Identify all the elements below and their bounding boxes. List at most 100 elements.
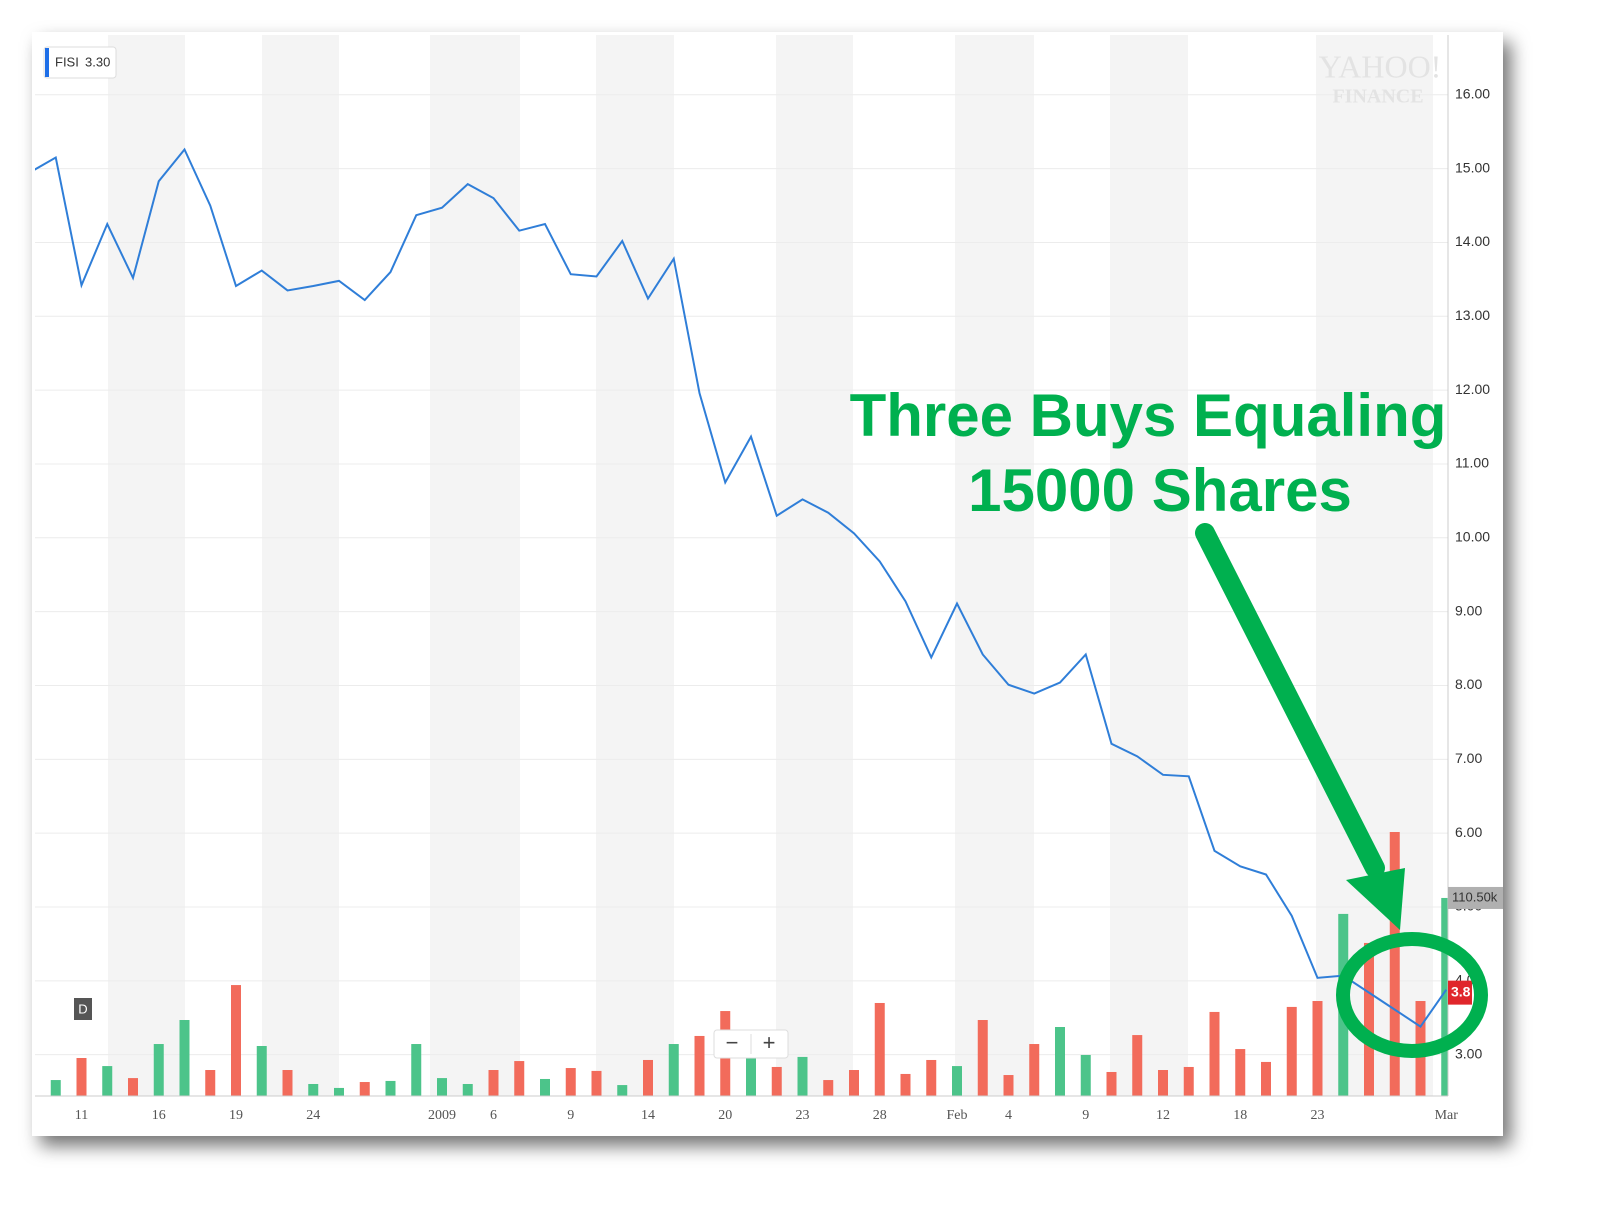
x-tick-label: Feb (947, 1108, 968, 1123)
volume-bar (282, 1070, 293, 1096)
volume-bar (385, 1080, 396, 1096)
y-tick-label: 9.00 (1455, 602, 1482, 618)
x-tick-label: 4 (1005, 1108, 1012, 1123)
stripe (955, 35, 1034, 1096)
volume-bar (977, 1020, 988, 1096)
volume-bar (617, 1085, 628, 1096)
volume-bar (1183, 1066, 1194, 1096)
stripes (108, 35, 1433, 1096)
stripe (596, 35, 674, 1096)
y-tick-label: 14.00 (1455, 233, 1490, 249)
volume-bar (1003, 1075, 1014, 1096)
volume-bar (153, 1044, 164, 1096)
y-tick-label: 12.00 (1455, 381, 1490, 397)
volume-bar (179, 1020, 190, 1096)
volume-bar (771, 1066, 782, 1096)
annotation-text: 15000 Shares (968, 457, 1352, 524)
volume-bar (1080, 1054, 1091, 1096)
watermark: FINANCE (1332, 86, 1423, 108)
y-tick-label: 3.00 (1455, 1045, 1482, 1061)
stripe (1316, 35, 1433, 1096)
stripe (262, 35, 339, 1096)
volume-bar (488, 1070, 499, 1096)
volume-bar (1261, 1061, 1271, 1096)
volume-bar (76, 1058, 87, 1096)
volume-bar (1055, 1026, 1065, 1096)
volume-bar (231, 985, 241, 1096)
volume-bar (1106, 1071, 1117, 1096)
volume-bar (128, 1078, 138, 1096)
volume-bar (1235, 1049, 1246, 1096)
volume-bar (668, 1044, 679, 1096)
x-tick-label: Mar (1435, 1108, 1459, 1123)
volume-bar (102, 1066, 113, 1096)
zoom-controls: − + (713, 1029, 789, 1059)
volume-bar (1158, 1070, 1168, 1096)
chart-card (32, 32, 1503, 1136)
price-flag-label: 3.8 (1451, 983, 1471, 999)
volume-bar (643, 1059, 653, 1096)
volume-bar (308, 1083, 319, 1096)
volume-bar (1312, 1001, 1323, 1096)
x-tick-label: 6 (490, 1108, 497, 1123)
y-tick-label: 8.00 (1455, 676, 1482, 692)
price-line (35, 147, 1448, 1028)
x-tick-label: 9 (567, 1108, 574, 1123)
price-lines (35, 147, 1448, 1028)
volume-bar (849, 1070, 859, 1096)
x-tick-label: 18 (1233, 1108, 1247, 1123)
x-tick-label: 16 (152, 1108, 166, 1123)
volume-bar (256, 1045, 267, 1096)
annotation-arrow (1195, 523, 1385, 878)
interval-badge (74, 998, 92, 1020)
volume-bar (437, 1078, 447, 1096)
zoom-in-button[interactable]: + (763, 1030, 776, 1055)
y-tick-label: 11.00 (1455, 455, 1489, 471)
price-flag (1448, 980, 1472, 1005)
x-tick-label: 14 (641, 1108, 655, 1123)
volume-bar (1132, 1035, 1143, 1096)
volume-bar (1029, 1044, 1040, 1096)
volume-bar (926, 1059, 937, 1096)
annotation-circle (1336, 932, 1488, 1058)
zoom-out-button[interactable]: − (726, 1030, 739, 1055)
stripe (776, 35, 853, 1096)
interval-label: D (78, 1001, 87, 1016)
volume-bar (823, 1080, 834, 1096)
x-tick-label: 28 (873, 1108, 887, 1123)
axis-labels: 3.004.005.006.007.008.009.0010.0011.0012… (75, 86, 1490, 1124)
volume-bar (334, 1087, 344, 1096)
volume-bar (591, 1070, 602, 1096)
y-tick-label: 16.00 (1455, 86, 1490, 102)
x-tick-label: 12 (1156, 1108, 1170, 1123)
volume-bar (900, 1073, 911, 1096)
legend-swatch (45, 48, 49, 77)
volume-flag (1448, 886, 1503, 909)
stripe (1110, 35, 1188, 1096)
x-tick-label: 2009 (428, 1108, 456, 1123)
volume-bar (1441, 897, 1448, 1096)
watermark: YAHOO! (1319, 48, 1442, 84)
volume-bar (1286, 1006, 1297, 1096)
x-tick-label: 20 (718, 1108, 732, 1123)
volume-bar (1389, 832, 1400, 1096)
volume-bar (540, 1078, 550, 1096)
y-tick-label: 13.00 (1455, 307, 1490, 323)
x-tick-label: 11 (75, 1108, 88, 1123)
volume-bar (874, 1002, 885, 1096)
legend: FISI 3.30 (43, 46, 117, 79)
legend-name: FISI (55, 54, 79, 69)
y-tick-label: 7.00 (1455, 750, 1482, 766)
volume-bar (514, 1061, 525, 1096)
y-tick-label: 10.00 (1455, 529, 1490, 545)
volume-bar (205, 1070, 216, 1096)
annotation-arrowhead (1346, 868, 1405, 930)
volume-bar (694, 1035, 705, 1096)
volume-bar (359, 1082, 370, 1096)
volume-bar (411, 1044, 422, 1096)
x-tick-label: 19 (229, 1108, 243, 1123)
x-tick-label: 23 (1311, 1108, 1325, 1123)
x-tick-label: 23 (796, 1108, 810, 1123)
